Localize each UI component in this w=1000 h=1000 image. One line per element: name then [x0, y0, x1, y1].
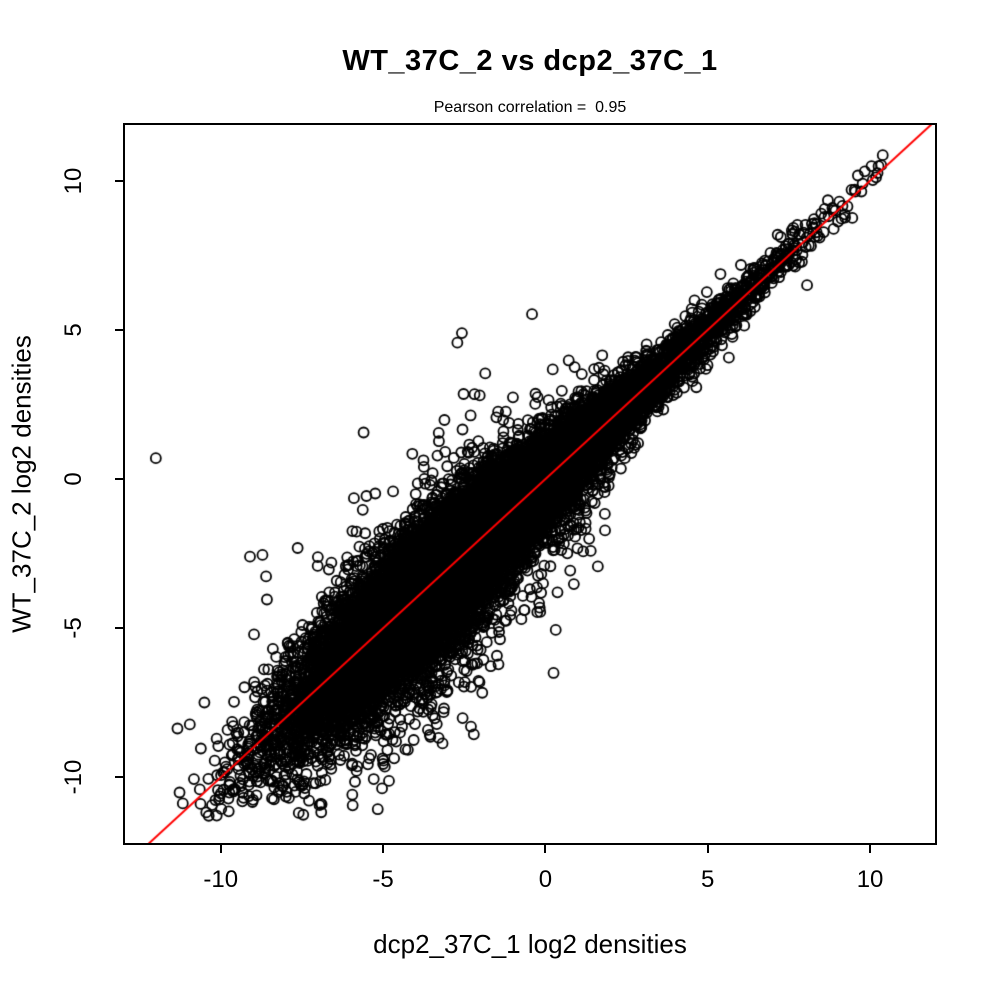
y-axis-tick — [115, 328, 123, 331]
y-axis-tick — [115, 179, 123, 182]
plot-box — [123, 123, 937, 845]
y-axis-tick — [115, 776, 123, 779]
y-axis-label: WT_37C_2 log2 densities — [6, 335, 37, 633]
y-axis-tick — [115, 478, 123, 481]
scatter-canvas — [125, 125, 935, 843]
x-axis-tick-label: -10 — [203, 866, 239, 893]
y-axis-tick — [115, 627, 123, 630]
y-axis-tick-label: 0 — [60, 472, 87, 486]
chart-title: WT_37C_2 vs dcp2_37C_1 — [342, 45, 718, 77]
y-axis-tick-label: -5 — [60, 617, 87, 639]
x-axis-label: dcp2_37C_1 log2 densities — [373, 929, 687, 959]
y-axis-tick-label: 10 — [60, 167, 87, 195]
x-axis-tick — [706, 845, 709, 853]
x-axis-tick-label: 5 — [701, 866, 715, 893]
x-axis-tick — [219, 845, 222, 853]
y-axis-tick-label: 5 — [60, 323, 87, 337]
x-axis-tick — [869, 845, 872, 853]
x-axis-tick-label: -5 — [372, 866, 394, 893]
y-axis-tick-label: -10 — [60, 760, 87, 795]
x-axis-tick-label: 0 — [538, 866, 553, 893]
x-axis-tick-label: 10 — [856, 866, 884, 893]
x-axis-tick — [382, 845, 385, 853]
pearson-correlation-annotation: Pearson correlation = 0.95 — [433, 99, 627, 116]
x-axis-tick — [544, 845, 547, 853]
